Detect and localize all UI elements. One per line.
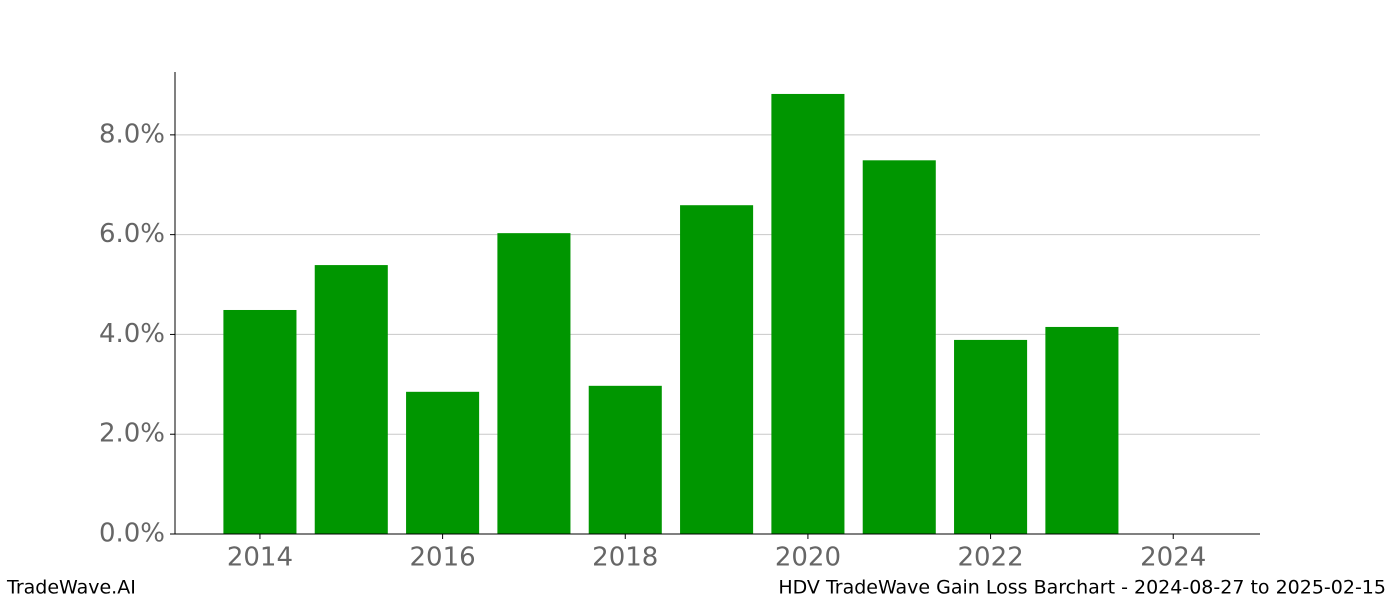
x-tick-label: 2024 <box>1140 543 1206 573</box>
bar <box>406 391 480 534</box>
bar <box>1045 326 1119 534</box>
watermark: TradeWave.AI <box>6 577 136 599</box>
bar <box>954 339 1028 534</box>
x-tick-label: 2018 <box>592 543 658 573</box>
bar <box>588 385 662 534</box>
x-tick-label: 2016 <box>410 543 476 573</box>
bar <box>771 93 845 534</box>
y-tick-label: 0.0% <box>99 519 165 549</box>
y-tick-label: 8.0% <box>99 119 165 149</box>
bar <box>680 205 754 534</box>
bar <box>497 233 571 534</box>
bar <box>314 265 388 534</box>
x-tick-label: 2022 <box>957 543 1023 573</box>
x-tick-label: 2020 <box>775 543 841 573</box>
x-tick-label: 2014 <box>227 543 293 573</box>
y-tick-label: 6.0% <box>99 219 165 249</box>
bar <box>862 160 936 535</box>
y-tick-label: 4.0% <box>99 319 165 349</box>
chart-title: HDV TradeWave Gain Loss Barchart - 2024-… <box>778 577 1386 599</box>
y-tick-label: 2.0% <box>99 419 165 449</box>
bar <box>223 309 297 534</box>
